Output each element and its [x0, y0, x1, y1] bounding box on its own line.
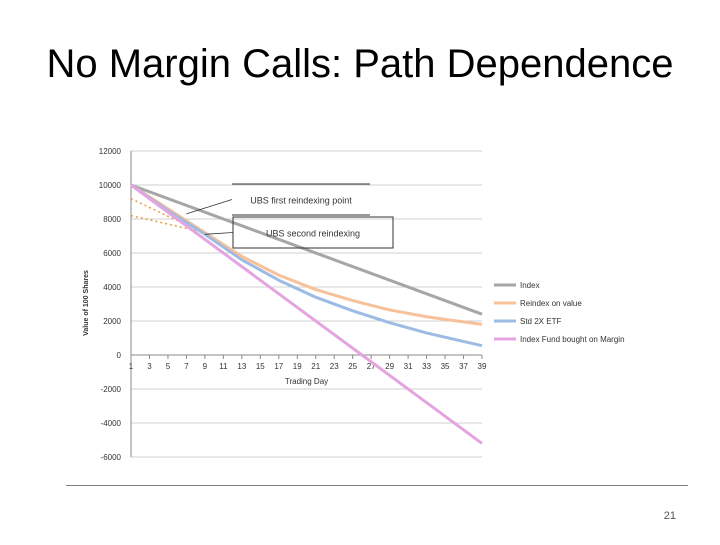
- axes: 12000 10000 8000 6000 4000 2000 0 -2000 -4000 -60…: [83, 147, 487, 462]
- x-tick-label: 21: [311, 362, 320, 371]
- x-tick-label: 7: [184, 362, 189, 371]
- y-tick-label: 6000: [103, 249, 121, 258]
- x-tick-label: 25: [348, 362, 357, 371]
- y-tick-label: -6000: [101, 453, 122, 462]
- legend-label: Std 2X ETF: [520, 317, 561, 326]
- x-tick-label: 29: [385, 362, 394, 371]
- annotation-text: UBS first reindexing point: [250, 196, 352, 206]
- x-tick-label: 5: [166, 362, 171, 371]
- x-axis-title: Trading Day: [285, 377, 328, 386]
- y-tick-label: 4000: [103, 283, 121, 292]
- annotation-leader: [186, 199, 233, 215]
- series-line: [130, 183, 483, 316]
- x-tick-label: 23: [330, 362, 339, 371]
- x-tick-label: 13: [237, 362, 246, 371]
- x-tick-label: 3: [147, 362, 152, 371]
- x-tick-label: 9: [203, 362, 208, 371]
- bottom-divider: [66, 485, 688, 486]
- y-tick-label: 10000: [99, 181, 122, 190]
- x-tick-label: 27: [367, 362, 376, 371]
- series-line: [130, 183, 483, 348]
- y-tick-label: 2000: [103, 317, 121, 326]
- page-number: 21: [663, 510, 676, 522]
- annotation-leader: [204, 232, 234, 235]
- y-tick-label: -2000: [101, 385, 122, 394]
- x-tick-label: 1: [129, 362, 134, 371]
- legend-label: Index Fund bought on Margin: [520, 335, 625, 344]
- reference-line: [130, 197, 178, 222]
- x-tick-label: 35: [441, 362, 450, 371]
- legend-label: Index: [520, 281, 540, 290]
- x-tick-label: 31: [404, 362, 413, 371]
- x-tick-label: 37: [459, 362, 468, 371]
- x-tick-label: 15: [256, 362, 265, 371]
- x-tick-label: 39: [478, 362, 487, 371]
- y-axis-title: Value of 100 Shares: [83, 270, 90, 336]
- y-tick-label: 8000: [103, 215, 121, 224]
- legend-label: Reindex on value: [520, 299, 582, 308]
- y-tick-label: -4000: [101, 419, 122, 428]
- x-tick-label: 17: [274, 362, 283, 371]
- x-tick-label: 33: [422, 362, 431, 371]
- series-lines: [130, 183, 483, 445]
- x-tick-label: 19: [293, 362, 302, 371]
- annotations: UBS first reindexing point UBS second rei…: [186, 183, 394, 249]
- legend: Index Reindex on value Std 2X ETF Index Fun…: [494, 281, 625, 344]
- series-line: [130, 183, 483, 445]
- x-tick-label: 11: [219, 362, 228, 371]
- annotation-text: UBS second reindexing: [266, 229, 360, 239]
- y-tick-label: 12000: [99, 147, 122, 156]
- slide-title: No Margin Calls: Path Dependence: [46, 42, 674, 86]
- y-tick-label: 0: [117, 351, 122, 360]
